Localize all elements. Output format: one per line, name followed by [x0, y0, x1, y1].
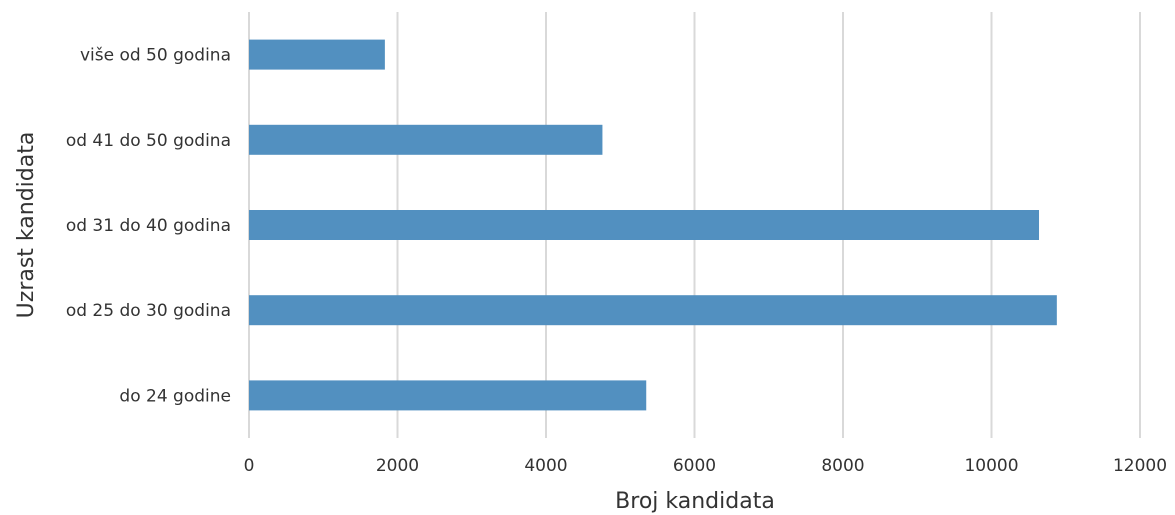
x-tick-label: 0 [244, 456, 255, 476]
bar [249, 295, 1057, 326]
x-tick-label: 6000 [673, 456, 716, 476]
x-tick-label: 4000 [524, 456, 567, 476]
bar [249, 39, 385, 70]
category-label: do 24 godine [119, 386, 231, 406]
category-labels: više od 50 godina od 41 do 50 godina od 31… [66, 46, 231, 407]
bar [249, 380, 647, 411]
bar [249, 210, 1040, 240]
bars [249, 39, 1057, 411]
bar [249, 124, 603, 155]
x-tick-label: 12000 [1113, 456, 1167, 476]
y-axis-title: Uzrast kandidata [14, 132, 39, 319]
category-label: od 25 do 30 godina [66, 301, 231, 321]
category-label: više od 50 godina [80, 46, 231, 66]
category-label: od 41 do 50 godina [66, 131, 231, 151]
x-tick-labels: 0 2000 4000 6000 8000 10000 12000 [244, 456, 1167, 476]
x-tick-label: 10000 [964, 456, 1018, 476]
category-label: od 31 do 40 godina [66, 216, 231, 236]
x-axis-title: Broj kandidata [615, 489, 775, 514]
x-tick-label: 2000 [376, 456, 419, 476]
x-tick-label: 8000 [821, 456, 864, 476]
